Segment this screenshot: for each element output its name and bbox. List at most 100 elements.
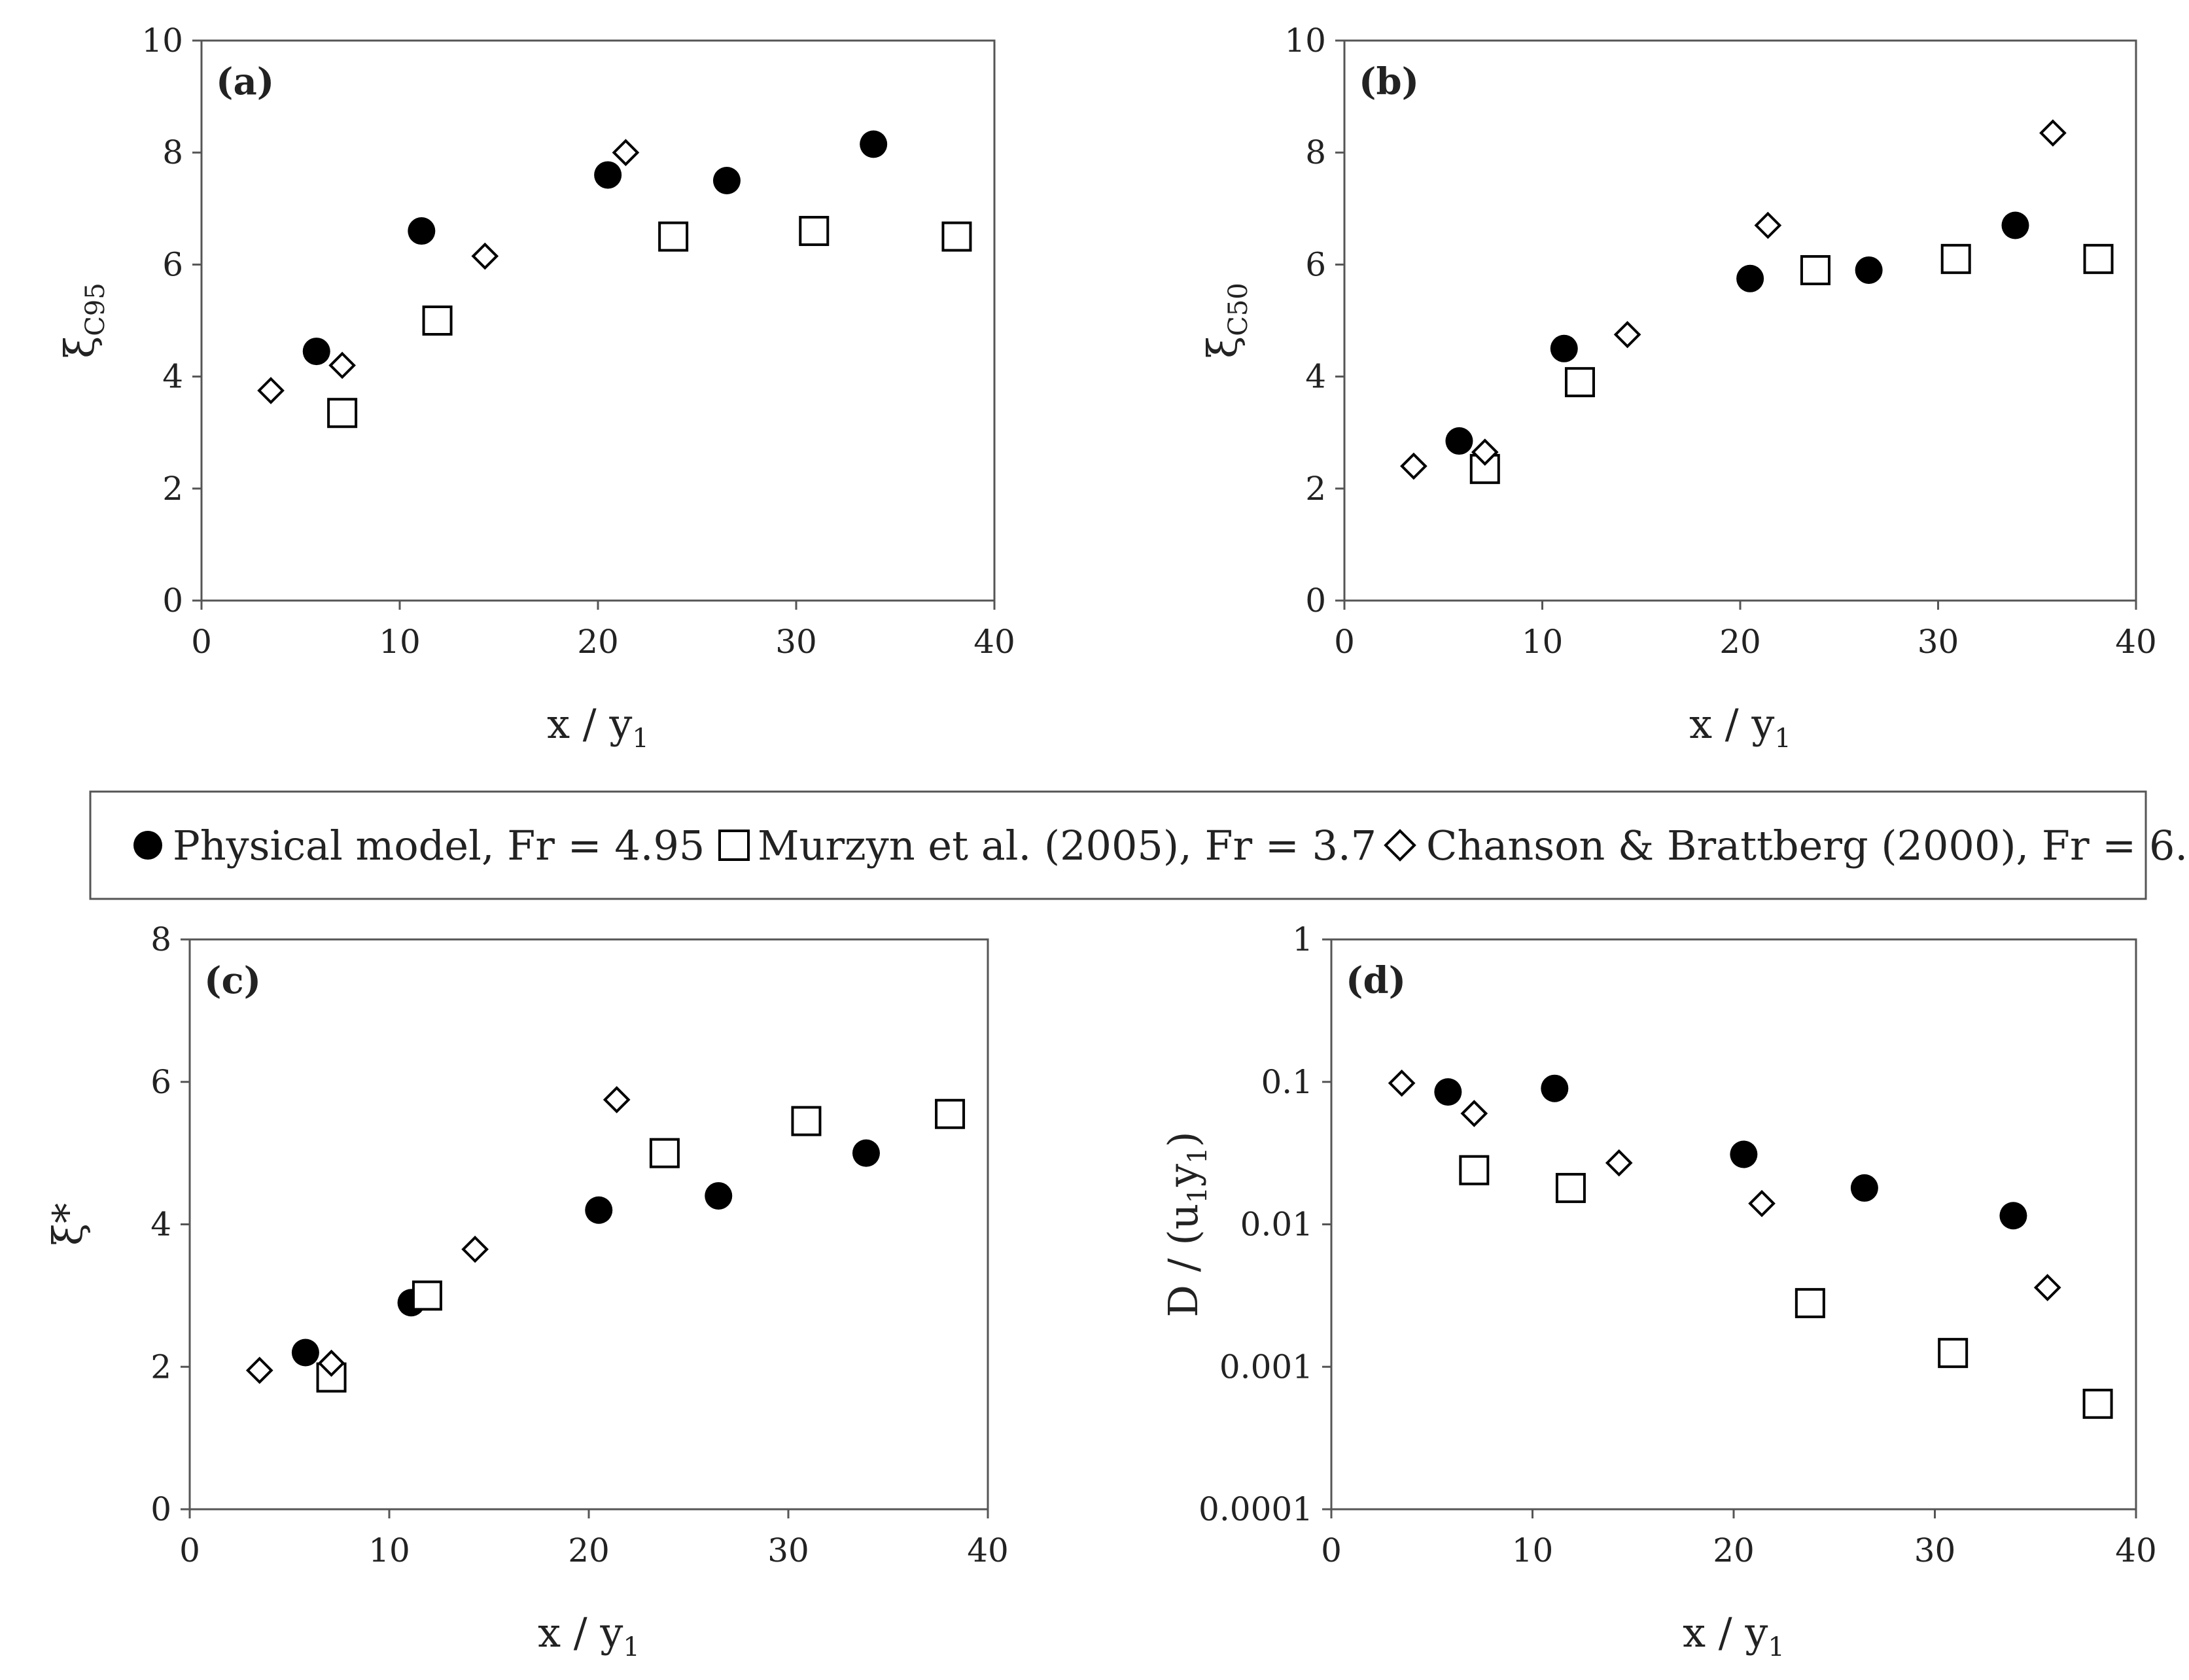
panel-label: (c) xyxy=(204,959,261,1002)
x-tick-label: 10 xyxy=(1522,623,1564,661)
y-tick-label: 8 xyxy=(1305,133,1326,171)
chart-c: 0 10 20 30 40 0 2 4 6 8 (c) x / y1 ξ* xyxy=(44,920,1009,1662)
chart-b: 0 10 20 30 40 0 2 4 6 8 10 (b) x / y1 ξC50 xyxy=(1199,22,2157,754)
point-physical-model xyxy=(2001,211,2029,239)
point-physical-model xyxy=(1855,256,1883,284)
y-tick-label: 0 xyxy=(1305,582,1326,620)
x-axis-label: x / y1 xyxy=(1683,1609,1785,1662)
point-chanson xyxy=(2033,1274,2061,1301)
point-chanson xyxy=(1400,452,1427,480)
point-murzyn xyxy=(1800,254,1830,285)
point-murzyn xyxy=(649,1138,680,1168)
y-tick-label: 4 xyxy=(1305,358,1326,396)
point-physical-model xyxy=(712,167,741,194)
x-tick-label: 30 xyxy=(767,1531,809,1569)
y-axis-label: ξC50 xyxy=(1199,283,1253,359)
y-tick-label: 8 xyxy=(162,133,183,171)
legend-box xyxy=(89,790,2147,900)
y-tick-label: 0.0001 xyxy=(1199,1490,1313,1528)
point-chanson xyxy=(461,1235,489,1263)
point-chanson xyxy=(1605,1149,1633,1177)
point-murzyn xyxy=(1795,1287,1825,1318)
legend-circle-marker xyxy=(133,831,162,860)
x-tick-label: 20 xyxy=(568,1531,610,1569)
legend: Physical model, Fr = 4.95 Murzyn et al. … xyxy=(89,790,2189,900)
x-tick-label: 20 xyxy=(1719,623,1761,661)
x-tick-label: 10 xyxy=(368,1531,410,1569)
x-tick-label: 0 xyxy=(179,1531,200,1569)
y-tick-label: 0 xyxy=(162,582,183,620)
x-tick-label: 10 xyxy=(379,623,421,661)
y-tick-label: 6 xyxy=(1305,245,1326,283)
legend-diamond-marker xyxy=(1384,829,1416,862)
y-tick-label: 0.001 xyxy=(1219,1348,1313,1386)
x-tick-label: 40 xyxy=(973,623,1015,661)
point-physical-model xyxy=(1445,427,1473,455)
y-tick-label: 2 xyxy=(1305,470,1326,508)
legend-item-chanson: Chanson & Brattberg (2000), Fr = 6.3 xyxy=(1426,822,2189,869)
point-physical-model xyxy=(1434,1078,1462,1106)
y-tick-label: 0.01 xyxy=(1240,1206,1313,1244)
point-murzyn xyxy=(1459,1155,1490,1185)
y-tick-label: 6 xyxy=(150,1063,171,1101)
x-tick-label: 0 xyxy=(191,623,212,661)
point-murzyn xyxy=(2083,243,2114,274)
x-tick-label: 30 xyxy=(1914,1531,1956,1569)
x-axis-label: x / y1 xyxy=(538,1609,640,1662)
point-physical-model xyxy=(1850,1174,1878,1202)
x-tick-label: 10 xyxy=(1512,1531,1554,1569)
y-tick-label: 10 xyxy=(141,22,183,60)
legend-item-physical-model: Physical model, Fr = 4.95 xyxy=(173,822,705,869)
x-axis-label: x / y1 xyxy=(547,700,649,754)
point-murzyn xyxy=(1938,1338,1969,1369)
point-chanson xyxy=(1748,1189,1776,1217)
point-chanson xyxy=(1613,321,1641,349)
x-tick-label: 30 xyxy=(1918,623,1959,661)
y-tick-label: 8 xyxy=(150,920,171,958)
point-physical-model xyxy=(1736,264,1764,292)
point-murzyn xyxy=(1564,367,1595,398)
point-physical-model xyxy=(705,1181,733,1210)
y-axis-label: ξ* xyxy=(44,1203,92,1246)
point-murzyn xyxy=(1940,243,1971,274)
y-axis-label: D / (u1y1) xyxy=(1159,1131,1213,1317)
point-chanson xyxy=(1388,1069,1416,1097)
x-tick-label: 20 xyxy=(577,623,619,661)
point-murzyn xyxy=(2082,1388,2113,1419)
chart-a: 0 10 20 30 40 0 2 4 6 8 10 (a) x / y1 ξC95 xyxy=(56,22,1015,754)
point-physical-model xyxy=(1550,334,1578,362)
point-murzyn xyxy=(422,306,453,336)
point-chanson xyxy=(328,351,356,379)
y-tick-label: 0.1 xyxy=(1261,1063,1313,1101)
y-tick-label: 10 xyxy=(1284,22,1326,60)
point-chanson xyxy=(471,242,499,270)
point-chanson xyxy=(245,1356,273,1384)
x-axis-label: x / y1 xyxy=(1689,700,1791,754)
chart-d: 0 10 20 30 40 0.0001 0.001 0.01 0.1 1 (d) x / y1 D /… xyxy=(1159,920,2157,1662)
point-chanson xyxy=(603,1086,631,1113)
point-physical-model xyxy=(1999,1202,2027,1230)
legend-square-marker xyxy=(718,830,750,861)
point-murzyn xyxy=(658,221,689,252)
point-physical-model xyxy=(408,217,436,245)
y-tick-label: 6 xyxy=(162,245,183,283)
y-axis-label: ξC95 xyxy=(56,283,111,359)
point-chanson xyxy=(1754,211,1782,239)
point-physical-model xyxy=(291,1339,319,1367)
y-tick-label: 1 xyxy=(1292,920,1313,958)
plot-frame xyxy=(1343,39,2137,602)
y-tick-label: 4 xyxy=(162,358,183,396)
point-murzyn xyxy=(941,221,972,252)
point-murzyn xyxy=(327,398,358,429)
plot-frame xyxy=(188,938,989,1511)
legend-item-murzyn: Murzyn et al. (2005), Fr = 3.7 xyxy=(758,822,1376,869)
y-tick-label: 2 xyxy=(162,470,183,508)
x-tick-label: 40 xyxy=(967,1531,1009,1569)
point-chanson xyxy=(317,1349,345,1377)
point-chanson xyxy=(1460,1100,1488,1127)
x-tick-label: 0 xyxy=(1321,1531,1342,1569)
point-physical-model xyxy=(1541,1074,1569,1102)
point-physical-model xyxy=(852,1139,880,1167)
panel-label: (a) xyxy=(216,60,274,103)
